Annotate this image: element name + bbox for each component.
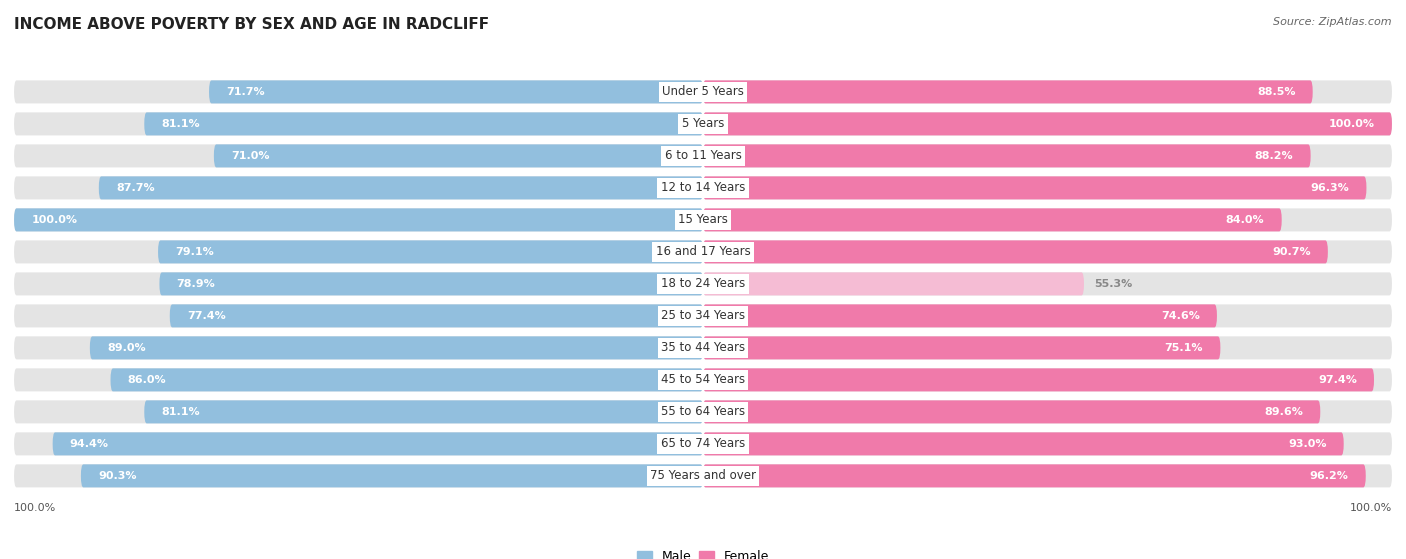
Text: 45 to 54 Years: 45 to 54 Years (661, 373, 745, 386)
Text: 90.3%: 90.3% (98, 471, 136, 481)
Text: INCOME ABOVE POVERTY BY SEX AND AGE IN RADCLIFF: INCOME ABOVE POVERTY BY SEX AND AGE IN R… (14, 17, 489, 32)
Text: 93.0%: 93.0% (1288, 439, 1326, 449)
Text: Source: ZipAtlas.com: Source: ZipAtlas.com (1274, 17, 1392, 27)
FancyBboxPatch shape (703, 240, 1327, 263)
Text: 71.7%: 71.7% (226, 87, 264, 97)
Text: 15 Years: 15 Years (678, 214, 728, 226)
FancyBboxPatch shape (703, 304, 1392, 328)
FancyBboxPatch shape (159, 272, 703, 295)
Text: 71.0%: 71.0% (231, 151, 270, 161)
FancyBboxPatch shape (703, 209, 1282, 231)
FancyBboxPatch shape (703, 337, 1220, 359)
FancyBboxPatch shape (52, 432, 703, 456)
FancyBboxPatch shape (703, 337, 1392, 359)
FancyBboxPatch shape (703, 144, 1310, 168)
FancyBboxPatch shape (14, 144, 703, 168)
Text: 74.6%: 74.6% (1161, 311, 1199, 321)
FancyBboxPatch shape (703, 272, 1392, 295)
FancyBboxPatch shape (14, 337, 703, 359)
Text: 81.1%: 81.1% (162, 119, 200, 129)
FancyBboxPatch shape (170, 304, 703, 328)
FancyBboxPatch shape (703, 144, 1392, 168)
FancyBboxPatch shape (703, 304, 1218, 328)
Text: 94.4%: 94.4% (70, 439, 108, 449)
Text: 100.0%: 100.0% (14, 503, 56, 513)
FancyBboxPatch shape (14, 240, 703, 263)
FancyBboxPatch shape (703, 400, 1320, 423)
FancyBboxPatch shape (90, 337, 703, 359)
FancyBboxPatch shape (703, 80, 1313, 103)
FancyBboxPatch shape (14, 400, 703, 423)
FancyBboxPatch shape (703, 432, 1392, 456)
Text: 6 to 11 Years: 6 to 11 Years (665, 149, 741, 163)
Text: 88.5%: 88.5% (1257, 87, 1295, 97)
FancyBboxPatch shape (703, 465, 1365, 487)
Text: 75.1%: 75.1% (1164, 343, 1204, 353)
Text: 90.7%: 90.7% (1272, 247, 1310, 257)
Text: 25 to 34 Years: 25 to 34 Years (661, 309, 745, 323)
Text: 89.6%: 89.6% (1264, 407, 1303, 417)
FancyBboxPatch shape (14, 465, 703, 487)
FancyBboxPatch shape (14, 304, 703, 328)
FancyBboxPatch shape (145, 112, 703, 135)
FancyBboxPatch shape (703, 112, 1392, 135)
Text: Under 5 Years: Under 5 Years (662, 86, 744, 98)
FancyBboxPatch shape (14, 432, 703, 456)
FancyBboxPatch shape (14, 209, 703, 231)
FancyBboxPatch shape (214, 144, 703, 168)
FancyBboxPatch shape (14, 80, 703, 103)
Text: 100.0%: 100.0% (1329, 119, 1375, 129)
Text: 16 and 17 Years: 16 and 17 Years (655, 245, 751, 258)
FancyBboxPatch shape (145, 400, 703, 423)
Legend: Male, Female: Male, Female (631, 546, 775, 559)
FancyBboxPatch shape (14, 112, 703, 135)
FancyBboxPatch shape (14, 272, 703, 295)
Text: 89.0%: 89.0% (107, 343, 146, 353)
FancyBboxPatch shape (98, 177, 703, 200)
Text: 96.2%: 96.2% (1309, 471, 1348, 481)
Text: 86.0%: 86.0% (128, 375, 166, 385)
Text: 35 to 44 Years: 35 to 44 Years (661, 342, 745, 354)
FancyBboxPatch shape (703, 209, 1392, 231)
Text: 77.4%: 77.4% (187, 311, 226, 321)
FancyBboxPatch shape (157, 240, 703, 263)
Text: 78.9%: 78.9% (177, 279, 215, 289)
FancyBboxPatch shape (209, 80, 703, 103)
FancyBboxPatch shape (703, 272, 1084, 295)
FancyBboxPatch shape (111, 368, 703, 391)
Text: 75 Years and over: 75 Years and over (650, 470, 756, 482)
FancyBboxPatch shape (703, 368, 1392, 391)
Text: 100.0%: 100.0% (1350, 503, 1392, 513)
Text: 100.0%: 100.0% (31, 215, 77, 225)
Text: 65 to 74 Years: 65 to 74 Years (661, 437, 745, 451)
FancyBboxPatch shape (14, 368, 703, 391)
Text: 5 Years: 5 Years (682, 117, 724, 130)
Text: 18 to 24 Years: 18 to 24 Years (661, 277, 745, 290)
FancyBboxPatch shape (14, 177, 703, 200)
FancyBboxPatch shape (703, 80, 1392, 103)
Text: 12 to 14 Years: 12 to 14 Years (661, 182, 745, 195)
Text: 87.7%: 87.7% (117, 183, 155, 193)
FancyBboxPatch shape (82, 465, 703, 487)
FancyBboxPatch shape (703, 368, 1374, 391)
Text: 96.3%: 96.3% (1310, 183, 1350, 193)
Text: 55 to 64 Years: 55 to 64 Years (661, 405, 745, 418)
Text: 79.1%: 79.1% (176, 247, 214, 257)
FancyBboxPatch shape (703, 177, 1367, 200)
Text: 88.2%: 88.2% (1254, 151, 1294, 161)
Text: 81.1%: 81.1% (162, 407, 200, 417)
FancyBboxPatch shape (14, 209, 703, 231)
Text: 84.0%: 84.0% (1226, 215, 1264, 225)
FancyBboxPatch shape (703, 400, 1392, 423)
FancyBboxPatch shape (703, 112, 1392, 135)
FancyBboxPatch shape (703, 177, 1392, 200)
Text: 55.3%: 55.3% (1094, 279, 1133, 289)
FancyBboxPatch shape (703, 240, 1392, 263)
Text: 97.4%: 97.4% (1317, 375, 1357, 385)
FancyBboxPatch shape (703, 465, 1392, 487)
FancyBboxPatch shape (703, 432, 1344, 456)
